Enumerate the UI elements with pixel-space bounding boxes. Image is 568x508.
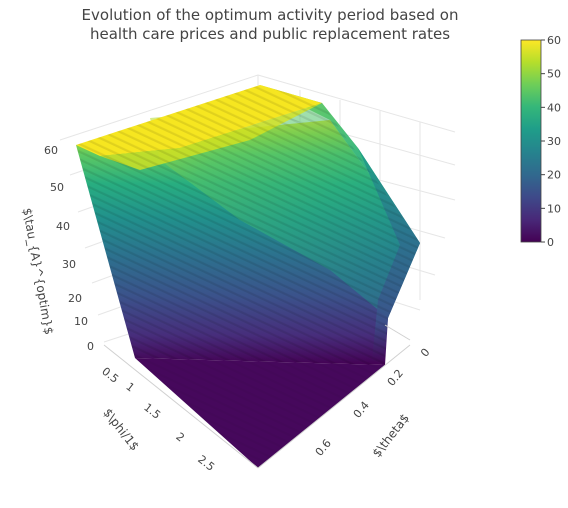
axis-lines [103,324,411,469]
z-tick: 10 [74,315,88,328]
x-tick: 0.4 [351,399,372,421]
colorbar-tick-label: 0 [547,236,554,249]
x-tick: 0.6 [313,437,334,459]
z-axis-ticks: 60 50 40 30 20 10 0 [44,144,94,353]
chart-title-line2: health care prices and public replacemen… [89,25,451,43]
y-tick: 0.5 [99,365,121,386]
colorbar-tick-label: 10 [547,202,561,215]
colorbar-tick-label: 30 [547,135,561,148]
y-tick: 1 [123,380,137,395]
z-tick: 40 [56,220,70,233]
y-tick: 2 [173,430,187,445]
colorbar-tick-label: 60 [547,34,561,47]
z-tick: 50 [50,181,64,194]
y-tick: 2.5 [195,453,217,474]
x-axis-label: $\theta$ [370,411,412,460]
z-tick: 60 [44,144,58,157]
y-tick: 1.5 [141,401,163,422]
z-tick: 0 [87,340,94,353]
colorbar-tick-label: 40 [547,101,561,114]
chart-title-line1: Evolution of the optimum activity period… [81,6,459,24]
x-tick: 0 [418,346,432,360]
colorbar-tick-label: 20 [547,169,561,182]
chart-title: Evolution of the optimum activity period… [0,6,540,44]
z-axis-label: $\tau_{A}^{optim}$ [20,207,56,336]
surface [76,85,420,468]
colorbar: 0 10 20 30 40 50 60 [520,34,561,249]
colorbar-bar [520,39,542,243]
colorbar-tick-label: 50 [547,68,561,81]
z-tick: 20 [68,292,82,305]
x-tick: 0.2 [385,367,406,389]
y-axis-label: $\phi/1$ [100,406,142,454]
z-tick: 30 [62,258,76,271]
